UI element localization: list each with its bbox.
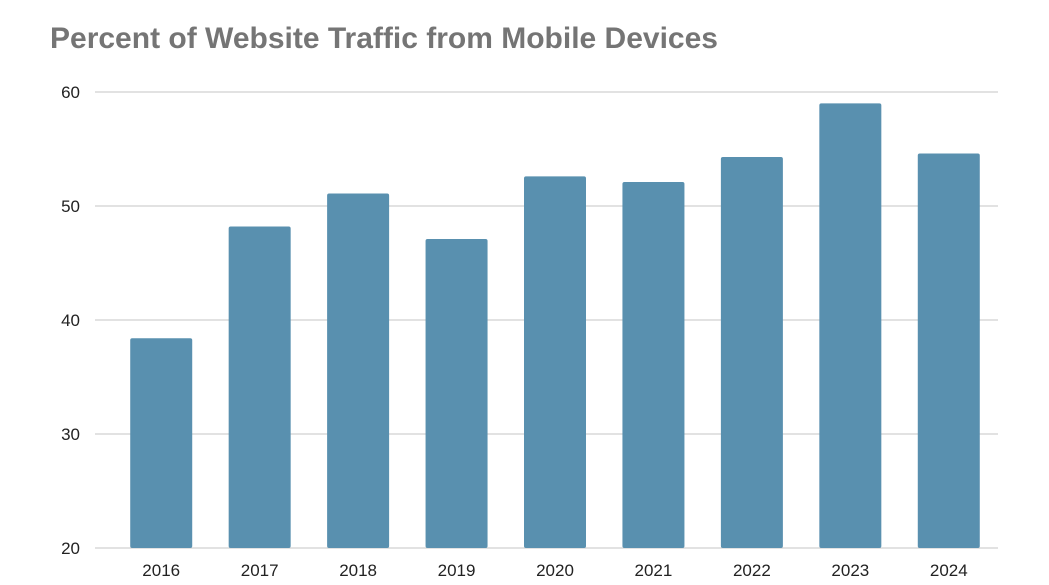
x-tick-label: 2016: [142, 561, 180, 580]
x-tick-label: 2021: [635, 561, 673, 580]
bar-2023: [819, 103, 882, 549]
x-tick-label: 2020: [536, 561, 574, 580]
y-tick-label: 20: [61, 539, 80, 558]
chart-title: Percent of Website Traffic from Mobile D…: [50, 22, 718, 55]
bar-2019: [425, 239, 488, 548]
x-tick-label: 2023: [831, 561, 869, 580]
bar-2018: [327, 193, 390, 548]
bar-2016: [130, 338, 193, 548]
y-tick-label: 40: [61, 311, 80, 330]
y-tick-label: 50: [61, 197, 80, 216]
x-tick-label: 2018: [339, 561, 377, 580]
x-tick-label: 2017: [241, 561, 279, 580]
x-tick-label: 2024: [930, 561, 968, 580]
bar-2020: [524, 176, 586, 549]
y-tick-label: 30: [61, 425, 80, 444]
bar-2022: [720, 156, 783, 549]
bar-2024: [917, 153, 980, 548]
x-tick-label: 2019: [438, 561, 476, 580]
y-tick-label: 60: [61, 83, 80, 102]
bar-2021: [622, 182, 685, 548]
bar-2017: [228, 226, 291, 548]
x-tick-label: 2022: [733, 561, 771, 580]
